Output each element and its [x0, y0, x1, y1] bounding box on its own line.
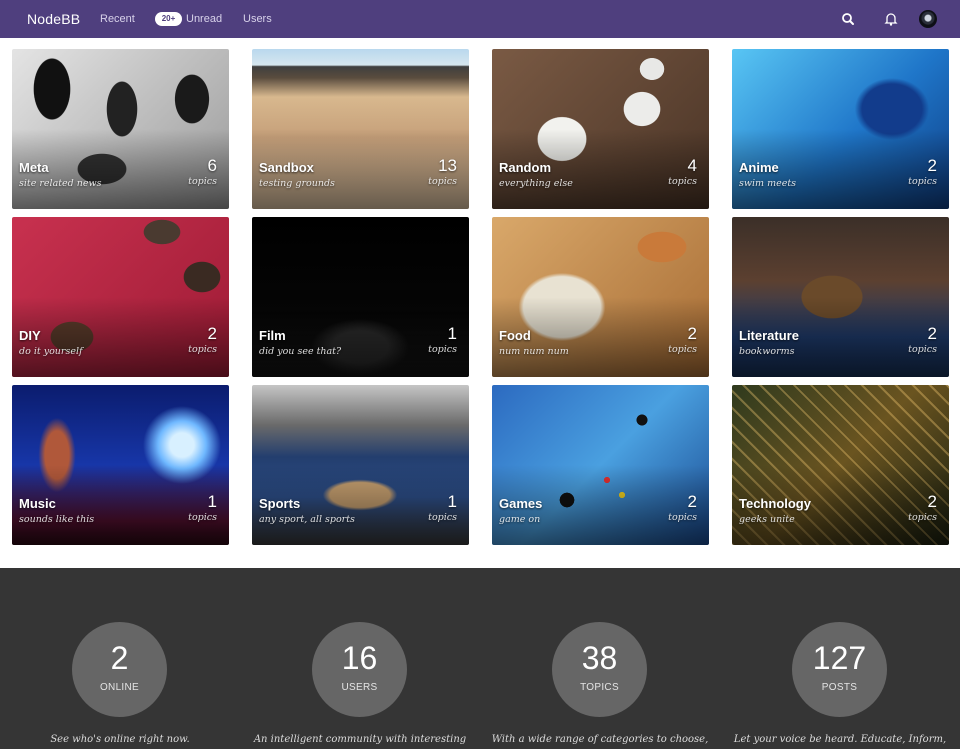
- stat-label: ONLINE: [99, 682, 140, 693]
- stat-users-text: An intelligent community with interestin…: [253, 734, 467, 745]
- topic-count-label: topics: [188, 512, 217, 523]
- category-description: site related news: [19, 178, 102, 189]
- stat-posts[interactable]: 127 POSTS: [792, 622, 887, 717]
- stat-value: 16: [341, 640, 378, 676]
- category-tile-technology[interactable]: Technology geeks unite 2 topics: [732, 385, 949, 545]
- stat-label: TOPICS: [580, 682, 619, 693]
- tile-shade: [492, 465, 709, 545]
- category-description: any sport, all sports: [259, 514, 355, 525]
- topic-count-label: topics: [428, 344, 457, 355]
- stat-users[interactable]: 16 USERS: [312, 622, 407, 717]
- category-tile-diy[interactable]: DIY do it yourself 2 topics: [12, 217, 229, 377]
- navbar: NodeBB Recent 20+ Unread Users: [0, 0, 960, 38]
- category-name: Random: [499, 160, 551, 175]
- topic-count-label: topics: [428, 176, 457, 187]
- category-name: Sports: [259, 496, 301, 511]
- category-name: Meta: [19, 160, 49, 175]
- tile-shade: [12, 297, 229, 377]
- category-name: DIY: [19, 328, 41, 343]
- stat-label: POSTS: [821, 682, 858, 693]
- tile-shade: [732, 129, 949, 209]
- topic-count-label: topics: [428, 512, 457, 523]
- avatar[interactable]: [919, 10, 937, 28]
- category-tile-music[interactable]: Music sounds like this 1 topics: [12, 385, 229, 545]
- topic-count: 1: [207, 492, 217, 511]
- category-description: sounds like this: [19, 514, 95, 525]
- topic-count: 6: [207, 156, 217, 175]
- stat-value: 2: [110, 640, 129, 676]
- stat-online[interactable]: 2 ONLINE: [72, 622, 167, 717]
- topic-count: 2: [927, 156, 937, 175]
- stat-value: 38: [581, 640, 618, 676]
- topic-count: 4: [687, 156, 697, 175]
- topic-count: 1: [447, 492, 457, 511]
- category-name: Music: [19, 496, 56, 511]
- stat-topics[interactable]: 38 TOPICS: [552, 622, 647, 717]
- stat-topics-text: With a wide range of categories to choos…: [491, 734, 709, 745]
- category-description: testing grounds: [259, 178, 335, 189]
- topic-count: 13: [438, 156, 457, 175]
- category-tile-meta[interactable]: Meta site related news 6 topics: [12, 49, 229, 209]
- topic-count-label: topics: [908, 512, 937, 523]
- category-name: Literature: [739, 328, 799, 343]
- category-tile-literature[interactable]: Literature bookworms 2 topics: [732, 217, 949, 377]
- topic-count: 2: [207, 324, 217, 343]
- stat-value: 127: [812, 640, 867, 676]
- category-name: Food: [499, 328, 531, 343]
- category-description: everything else: [499, 178, 573, 189]
- category-tile-anime[interactable]: Anime swim meets 2 topics: [732, 49, 949, 209]
- tile-shade: [732, 297, 949, 377]
- tile-shade: [12, 129, 229, 209]
- category-tile-games[interactable]: Games game on 2 topics: [492, 385, 709, 545]
- topic-count: 2: [687, 492, 697, 511]
- category-grid: Meta site related news 6 topics Sandbox …: [0, 49, 960, 545]
- nav-recent[interactable]: Recent: [100, 13, 135, 25]
- category-tile-film[interactable]: Film did you see that? 1 topics: [252, 217, 469, 377]
- topic-count: 1: [447, 324, 457, 343]
- search-icon[interactable]: [840, 11, 856, 27]
- category-description: game on: [499, 514, 541, 525]
- topic-count: 2: [927, 324, 937, 343]
- stat-posts-text: Let your voice be heard. Educate, Inform…: [733, 734, 947, 745]
- category-description: swim meets: [739, 178, 797, 189]
- stat-label: USERS: [341, 682, 378, 693]
- tile-shade: [252, 465, 469, 545]
- tile-shade: [732, 465, 949, 545]
- category-tile-sports[interactable]: Sports any sport, all sports 1 topics: [252, 385, 469, 545]
- tile-shade: [492, 297, 709, 377]
- category-description: num num num: [499, 346, 569, 357]
- category-name: Anime: [739, 160, 779, 175]
- category-description: geeks unite: [739, 514, 795, 525]
- topic-count: 2: [687, 324, 697, 343]
- nav-users[interactable]: Users: [243, 13, 272, 25]
- category-tile-food[interactable]: Food num num num 2 topics: [492, 217, 709, 377]
- topic-count-label: topics: [908, 344, 937, 355]
- topic-count: 2: [927, 492, 937, 511]
- unread-badge[interactable]: 20+: [155, 12, 182, 26]
- nav-unread[interactable]: Unread: [186, 13, 223, 25]
- category-description: did you see that?: [259, 346, 342, 357]
- category-name: Technology: [739, 496, 811, 511]
- topic-count-label: topics: [668, 176, 697, 187]
- category-name: Film: [259, 328, 286, 343]
- topic-count-label: topics: [908, 176, 937, 187]
- stats-section: 2 ONLINE 16 USERS 38 TOPICS 127 POSTS Se…: [0, 568, 960, 749]
- tile-shade: [252, 297, 469, 377]
- category-description: do it yourself: [19, 346, 83, 357]
- tile-shade: [12, 465, 229, 545]
- topic-count-label: topics: [188, 176, 217, 187]
- category-tile-random[interactable]: Random everything else 4 topics: [492, 49, 709, 209]
- topic-count-label: topics: [668, 512, 697, 523]
- category-name: Games: [499, 496, 543, 511]
- category-name: Sandbox: [259, 160, 314, 175]
- tile-shade: [492, 129, 709, 209]
- category-description: bookworms: [739, 346, 795, 357]
- stat-online-text: See who's online right now.: [50, 734, 190, 745]
- tile-shade: [252, 129, 469, 209]
- category-tile-sandbox[interactable]: Sandbox testing grounds 13 topics: [252, 49, 469, 209]
- topic-count-label: topics: [668, 344, 697, 355]
- brand-logo[interactable]: NodeBB: [27, 11, 81, 27]
- bell-icon[interactable]: [883, 11, 899, 27]
- topic-count-label: topics: [188, 344, 217, 355]
